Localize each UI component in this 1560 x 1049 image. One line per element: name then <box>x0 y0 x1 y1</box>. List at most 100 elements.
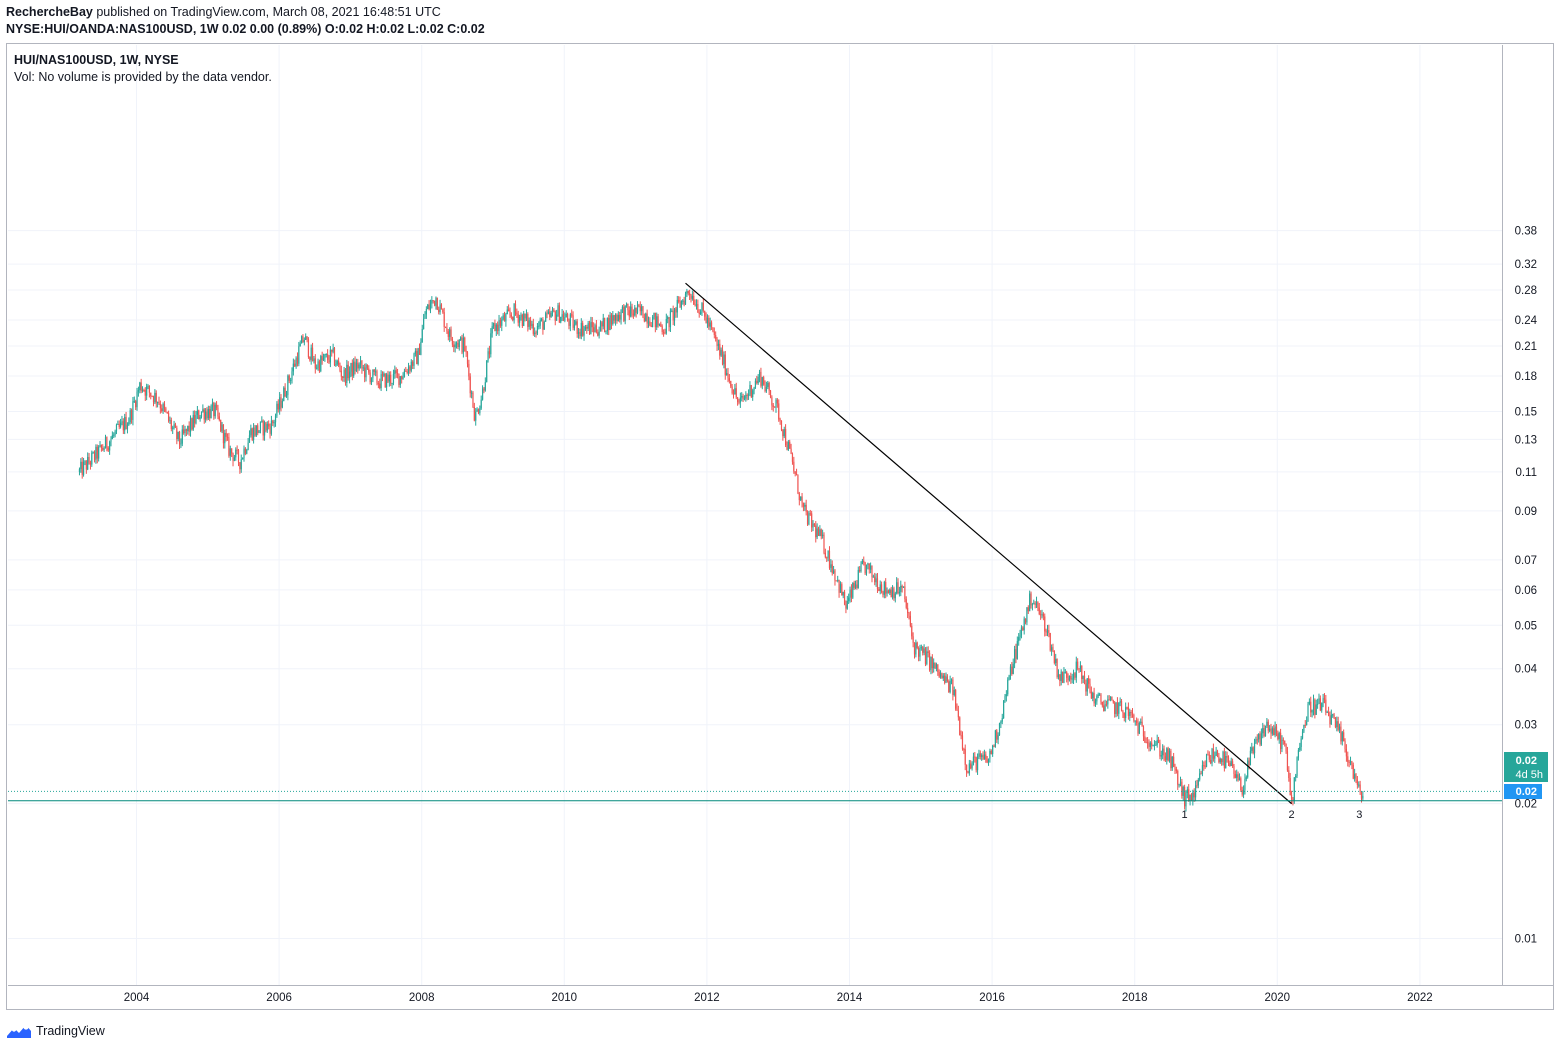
candle-down <box>1348 761 1350 763</box>
candle-up <box>1189 794 1191 801</box>
candle-down <box>1310 701 1312 713</box>
candle-down <box>724 354 726 376</box>
candle-up <box>1247 760 1249 778</box>
candle-up <box>266 423 268 431</box>
candle-down <box>780 420 783 430</box>
candle-down <box>690 294 692 299</box>
candle-up <box>196 410 198 415</box>
candle-down <box>333 347 336 366</box>
candle-up <box>82 461 85 475</box>
candle-down <box>144 390 146 396</box>
candle-down <box>477 409 480 414</box>
candle-down <box>466 352 469 364</box>
candle-up <box>115 424 118 432</box>
candle-up <box>322 358 325 361</box>
candle-down <box>499 320 502 326</box>
candle-down <box>785 428 787 445</box>
candle-up <box>1179 781 1182 785</box>
candle-down <box>1167 748 1169 761</box>
candle-down <box>719 343 721 356</box>
candle-up <box>1008 675 1010 680</box>
candle-up <box>229 448 231 456</box>
candle-up <box>976 756 979 771</box>
candle-down <box>1241 790 1243 795</box>
candle-up <box>184 429 186 434</box>
candle-up <box>819 529 821 536</box>
candle-down <box>1144 736 1146 743</box>
grid <box>8 45 1553 986</box>
candle-up <box>842 591 844 596</box>
candle-down <box>1074 673 1076 678</box>
candle-down <box>735 388 737 398</box>
candle-up <box>870 565 872 570</box>
candle-down <box>1034 603 1036 605</box>
candle-down <box>715 335 717 339</box>
candle-up <box>717 343 720 347</box>
candle-down <box>1148 743 1150 747</box>
candle-down <box>328 359 330 363</box>
candle-down <box>130 410 133 420</box>
x-tick-label: 2016 <box>979 992 1005 1004</box>
candle-down <box>1275 726 1278 734</box>
candle-down <box>1193 792 1195 798</box>
candle-up <box>402 376 404 380</box>
candle-up <box>484 382 486 391</box>
candle-up <box>1057 674 1060 678</box>
candle-up <box>584 326 587 330</box>
candle-up <box>695 304 698 306</box>
candle-up <box>399 376 401 385</box>
footer[interactable]: TradingView <box>6 1021 105 1041</box>
candle-down <box>675 308 677 313</box>
candle-down <box>1323 698 1326 700</box>
candle-up <box>602 317 604 327</box>
candle-up <box>207 409 209 419</box>
candle-down <box>342 376 344 378</box>
candle-down <box>488 351 491 355</box>
candle-down <box>979 753 981 757</box>
candle-up <box>1118 702 1120 714</box>
candle-down <box>294 363 296 367</box>
candle-up <box>577 331 580 334</box>
candle-up <box>743 398 746 400</box>
candle-down <box>170 419 172 429</box>
candle-up <box>953 690 955 695</box>
tradingview-logo-icon <box>7 1024 31 1038</box>
candle-up <box>1086 678 1088 692</box>
x-tick-label: 2020 <box>1265 992 1291 1004</box>
candle-down <box>1360 791 1363 799</box>
candle-up <box>983 754 986 759</box>
y-axis: 0.38 0.32 0.28 0.24 0.21 0.18 0.15 0.13 0.11 0.09… <box>1504 226 1548 946</box>
candle-up <box>545 313 547 322</box>
candle-down <box>232 453 234 461</box>
candle-up <box>872 576 874 578</box>
y-tick-label: 0.02 <box>1515 799 1537 811</box>
candle-down <box>1164 756 1167 760</box>
candle-down <box>280 397 282 408</box>
candle-down <box>959 717 961 736</box>
candle-down <box>916 642 918 649</box>
candle-up <box>1125 707 1127 719</box>
candle-down <box>859 569 861 572</box>
candle-up <box>1185 792 1187 807</box>
candle-down <box>1216 751 1219 757</box>
candle-up <box>898 591 901 594</box>
candle-up <box>119 422 122 428</box>
candle-up <box>313 358 315 362</box>
candle-down <box>151 396 153 398</box>
candle-up <box>353 361 355 376</box>
candle-down <box>447 331 449 337</box>
candle-down <box>774 406 776 408</box>
candle-up <box>641 306 643 312</box>
candle-up <box>569 314 571 326</box>
candle-down <box>764 384 766 392</box>
candle-up <box>519 317 521 323</box>
candle-up <box>487 351 489 361</box>
candle-up <box>1013 649 1016 664</box>
candle-down <box>416 351 418 365</box>
candle-down <box>1226 756 1228 758</box>
candle-down <box>1159 742 1161 757</box>
candle-up <box>1098 694 1101 696</box>
candle-up <box>1192 792 1194 801</box>
candle-up <box>1225 756 1227 769</box>
